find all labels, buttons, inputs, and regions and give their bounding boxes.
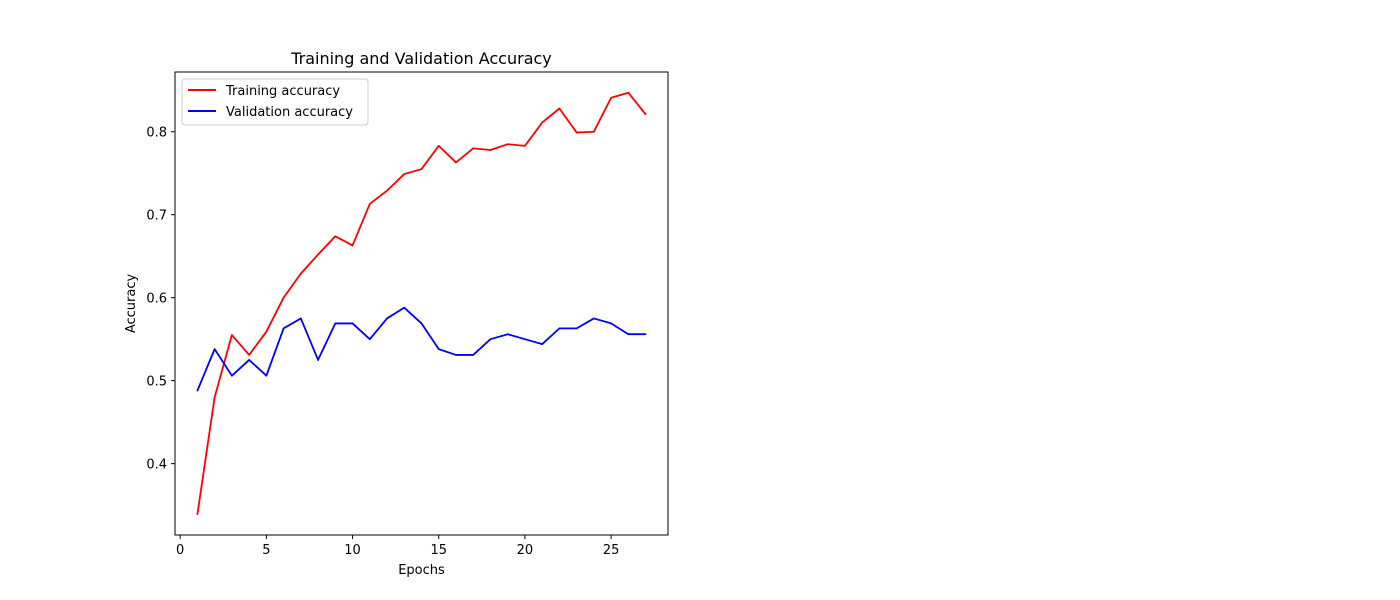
y-tick-label: 0.6 <box>146 292 167 307</box>
validation-accuracy-point <box>386 317 388 320</box>
training-accuracy-point <box>489 149 492 151</box>
x-axis-ticks: 0 5 10 15 20 25 <box>176 535 619 558</box>
training-accuracy-point <box>386 189 388 192</box>
legend: Training accuracy Validation accuracy <box>181 78 369 126</box>
training-accuracy-point <box>368 203 371 205</box>
validation-accuracy-point <box>196 389 199 392</box>
legend-label-training: Training accuracy <box>225 84 340 99</box>
training-accuracy-point <box>541 121 543 124</box>
validation-accuracy-point <box>420 322 423 325</box>
training-accuracy-point <box>644 113 647 116</box>
series-layer <box>196 91 647 516</box>
validation-accuracy-point <box>437 348 440 350</box>
validation-accuracy-point <box>317 359 319 361</box>
validation-accuracy-point <box>575 327 578 330</box>
training-accuracy-point <box>524 145 526 147</box>
x-tick-label: 5 <box>262 543 270 558</box>
x-tick-label: 0 <box>176 543 184 558</box>
training-accuracy-point <box>558 107 561 110</box>
training-accuracy-point <box>334 235 337 238</box>
training-accuracy-point <box>351 244 354 247</box>
training-accuracy-point <box>610 96 612 99</box>
validation-accuracy-point <box>403 306 406 309</box>
training-accuracy-point <box>248 354 250 356</box>
validation-accuracy-point <box>627 333 630 336</box>
training-accuracy-point <box>282 296 285 299</box>
training-accuracy-point <box>627 91 630 94</box>
y-axis-label: Accuracy <box>124 274 139 334</box>
axes-frame <box>174 71 669 536</box>
x-tick-label: 10 <box>344 543 361 558</box>
validation-accuracy-point <box>593 317 595 320</box>
validation-accuracy-point <box>300 317 302 320</box>
training-accuracy-point <box>196 513 199 516</box>
training-accuracy-point <box>437 145 440 147</box>
validation-accuracy-point <box>472 354 475 356</box>
training-accuracy-point <box>593 130 595 133</box>
training-accuracy-point <box>300 272 302 275</box>
x-tick-label: 25 <box>603 543 620 558</box>
validation-accuracy-point <box>644 333 647 336</box>
training-accuracy-point <box>213 396 216 399</box>
y-tick-label: 0.7 <box>146 209 167 224</box>
y-tick-label: 0.4 <box>146 458 167 473</box>
y-tick-label: 0.5 <box>146 375 167 390</box>
validation-accuracy-point <box>231 374 233 377</box>
training-accuracy-point <box>317 253 319 256</box>
validation-accuracy-point <box>368 338 371 340</box>
validation-accuracy-point <box>506 333 509 336</box>
training-accuracy-point <box>472 147 475 150</box>
validation-accuracy-point <box>213 348 216 350</box>
x-tick-label: 15 <box>430 543 447 558</box>
y-tick-label: 0.8 <box>146 126 167 141</box>
validation-accuracy-point <box>248 359 250 361</box>
training-accuracy-point <box>506 143 509 145</box>
axes-background <box>175 72 668 535</box>
training-accuracy-point <box>403 173 406 175</box>
chart-title: Training and Validation Accuracy <box>290 49 552 68</box>
validation-accuracy-point <box>455 354 457 356</box>
y-axis-ticks: 0.4 0.5 0.6 0.7 0.8 <box>146 126 175 473</box>
legend-box <box>181 78 369 126</box>
validation-accuracy-point <box>334 322 337 325</box>
x-tick-label: 20 <box>517 543 534 558</box>
validation-accuracy-point <box>351 322 354 325</box>
validation-accuracy-point <box>282 327 285 330</box>
validation-accuracy-point <box>558 327 561 330</box>
validation-accuracy-point <box>541 343 543 345</box>
legend-label-validation: Validation accuracy <box>226 105 353 120</box>
training-accuracy-point <box>231 334 233 336</box>
training-accuracy-point <box>420 168 423 170</box>
validation-accuracy-point <box>524 338 526 340</box>
validation-accuracy-point <box>610 322 612 325</box>
training-accuracy-point <box>455 161 457 164</box>
plot-area <box>174 71 669 536</box>
validation-accuracy-point <box>265 374 268 377</box>
training-accuracy-point <box>575 131 578 134</box>
training-accuracy-point <box>265 330 268 333</box>
x-axis-label: Epochs <box>398 563 445 578</box>
validation-accuracy-point <box>489 338 492 340</box>
